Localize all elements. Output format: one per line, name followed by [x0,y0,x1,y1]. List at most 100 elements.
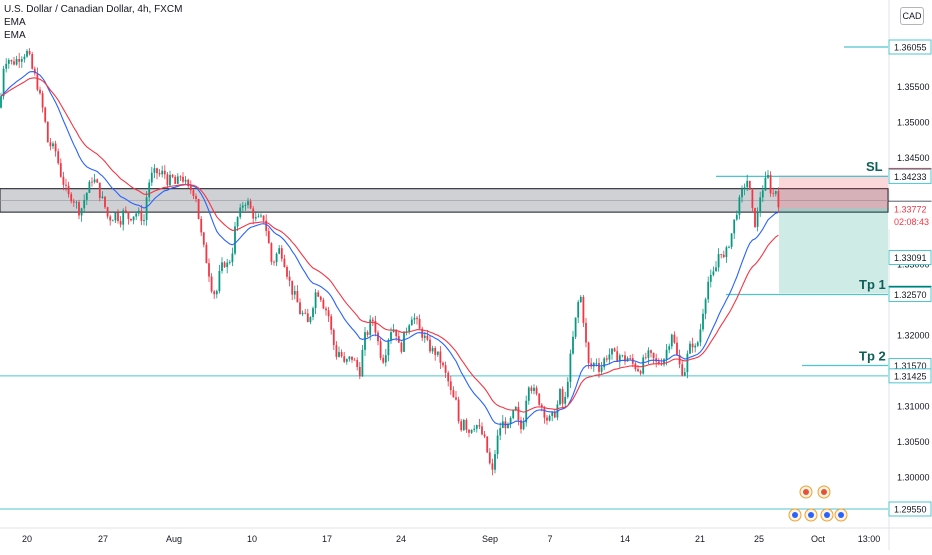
candle-body[interactable] [466,420,468,430]
candle-body[interactable] [289,277,291,281]
candle-body[interactable] [572,337,574,354]
candle-body[interactable] [533,388,535,391]
candle-body[interactable] [216,291,218,294]
price-label-1.34233[interactable]: 1.34233 [889,169,931,183]
candle-body[interactable] [445,365,447,372]
candle-body[interactable] [3,69,5,97]
candle-body[interactable] [752,190,754,208]
candle-body[interactable] [411,320,413,326]
candle-body[interactable] [549,416,551,421]
candle-body[interactable] [754,208,756,227]
candle-body[interactable] [125,210,127,211]
candle-body[interactable] [492,463,494,469]
candle-body[interactable] [76,202,78,203]
candle-body[interactable] [44,108,46,122]
candle-body[interactable] [739,197,741,215]
candle-body[interactable] [455,397,457,399]
candle-body[interactable] [611,348,613,354]
candle-body[interactable] [609,354,611,359]
candle-body[interactable] [24,57,26,59]
candle-body[interactable] [484,434,486,436]
candle-body[interactable] [538,394,540,405]
candle-body[interactable] [255,217,257,218]
candle-body[interactable] [512,410,514,418]
candle-body[interactable] [668,346,670,349]
candle-body[interactable] [138,211,140,214]
candle-body[interactable] [325,309,327,311]
candle-body[interactable] [141,211,143,221]
candle-body[interactable] [741,189,743,197]
candle-body[interactable] [219,271,221,291]
candle-body[interactable] [499,428,501,435]
candle-body[interactable] [13,61,15,64]
candle-body[interactable] [757,212,759,227]
candle-body[interactable] [481,426,483,434]
economic-event-icon[interactable] [805,509,817,521]
candle-body[interactable] [57,151,59,163]
economic-event-icon[interactable] [800,486,812,498]
candle-body[interactable] [195,196,197,199]
candle-body[interactable] [468,430,470,433]
candle-body[interactable] [302,313,304,314]
candle-body[interactable] [546,418,548,421]
candle-body[interactable] [250,201,252,208]
candle-body[interactable] [616,351,618,361]
candle-body[interactable] [307,313,309,322]
candle-body[interactable] [211,277,213,292]
candle-body[interactable] [65,185,67,186]
candle-body[interactable] [442,363,444,365]
candle-body[interactable] [460,421,462,430]
candle-body[interactable] [458,400,460,422]
indicator-ema-2[interactable]: EMA [4,29,182,42]
candle-body[interactable] [247,201,249,205]
candle-body[interactable] [559,389,561,404]
candle-body[interactable] [585,323,587,343]
candle-body[interactable] [372,320,374,321]
candle-body[interactable] [130,219,132,220]
candle-body[interactable] [89,182,91,193]
candle-body[interactable] [577,302,579,318]
annotation-label[interactable]: SL [866,159,883,174]
candle-body[interactable] [692,344,694,348]
candle-body[interactable] [596,363,598,364]
candle-body[interactable] [63,177,65,185]
candle-body[interactable] [775,191,777,194]
candle-body[interactable] [320,297,322,300]
candle-body[interactable] [252,209,254,219]
candle-body[interactable] [588,343,590,364]
candle-body[interactable] [702,314,704,330]
candle-body[interactable] [497,435,499,454]
candle-body[interactable] [707,282,709,300]
candle-body[interactable] [562,389,564,404]
candle-body[interactable] [354,360,356,361]
candle-body[interactable] [536,388,538,394]
candle-body[interactable] [73,201,75,202]
candle-body[interactable] [164,171,166,175]
candle-body[interactable] [81,208,83,215]
candle-body[interactable] [91,182,93,183]
candle-body[interactable] [338,352,340,357]
candle-body[interactable] [213,291,215,294]
candle-body[interactable] [286,267,288,277]
candle-body[interactable] [567,382,569,397]
candle-body[interactable] [473,429,475,430]
candle-body[interactable] [700,329,702,342]
candle-body[interactable] [778,191,780,207]
candle-body[interactable] [203,232,205,244]
candle-body[interactable] [653,353,655,358]
candle-body[interactable] [312,308,314,317]
candle-body[interactable] [650,350,652,353]
candle-body[interactable] [681,364,683,375]
candle-body[interactable] [408,325,410,331]
candle-body[interactable] [723,255,725,257]
candle-body[interactable] [135,214,137,217]
candle-body[interactable] [31,54,33,69]
candle-body[interactable] [614,348,616,351]
candle-body[interactable] [575,318,577,337]
price-label-1.31425[interactable]: 1.31425 [889,369,931,383]
candle-body[interactable] [151,173,153,183]
candle-body[interactable] [55,144,57,152]
candle-body[interactable] [598,363,600,372]
candle-body[interactable] [697,342,699,345]
